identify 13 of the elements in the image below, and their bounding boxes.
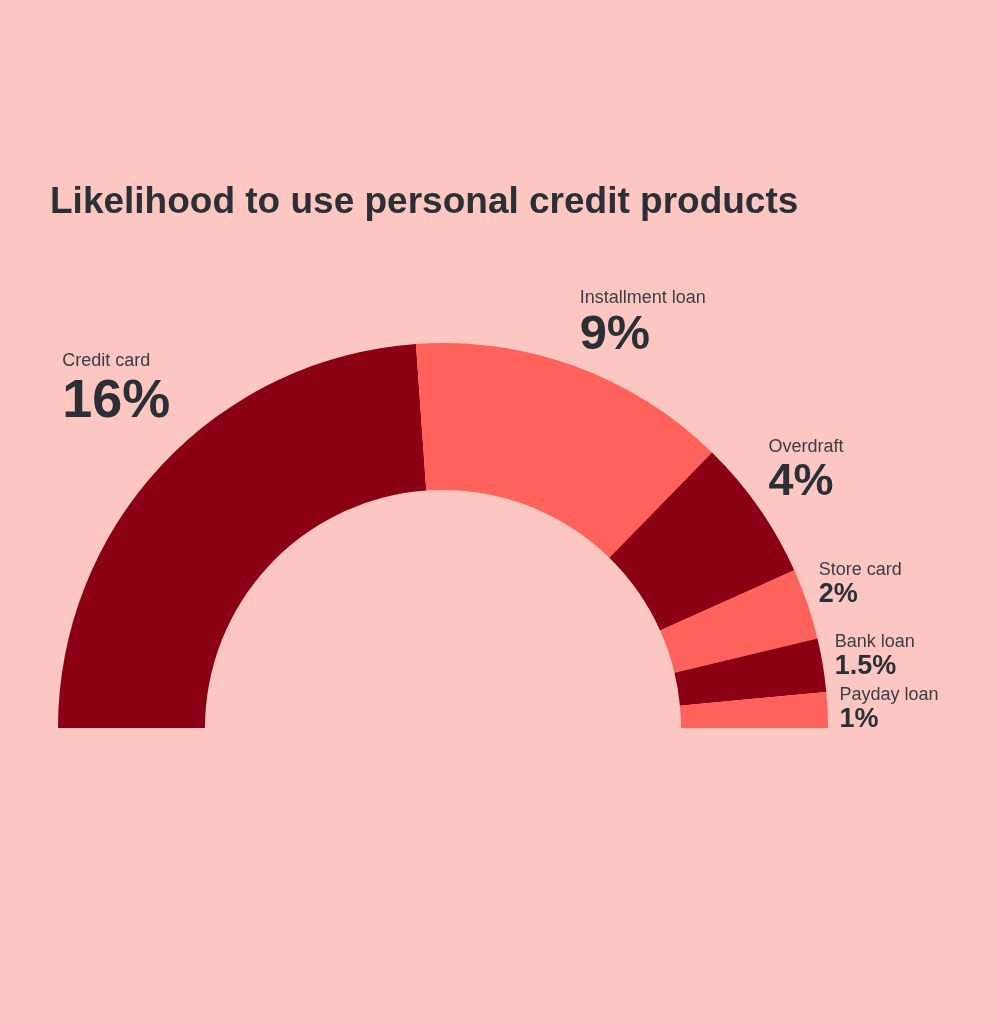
data-label: 1% (839, 703, 879, 734)
data-label: 16% (62, 368, 171, 428)
data-label: 2% (818, 578, 858, 609)
slice-label: Payday loan (839, 683, 939, 704)
data-label: 1.5% (834, 650, 897, 681)
slice-label: Installment loan (579, 286, 706, 307)
data-label: 4% (768, 454, 834, 506)
data-label: 9% (579, 305, 651, 360)
chart-title: Likelihood to use personal credit products (50, 180, 799, 221)
slice-label: Store card (818, 559, 902, 580)
slice-label: Bank loan (834, 631, 915, 652)
slice-label: Credit card (62, 350, 151, 370)
slice-label: Overdraft (768, 436, 844, 457)
